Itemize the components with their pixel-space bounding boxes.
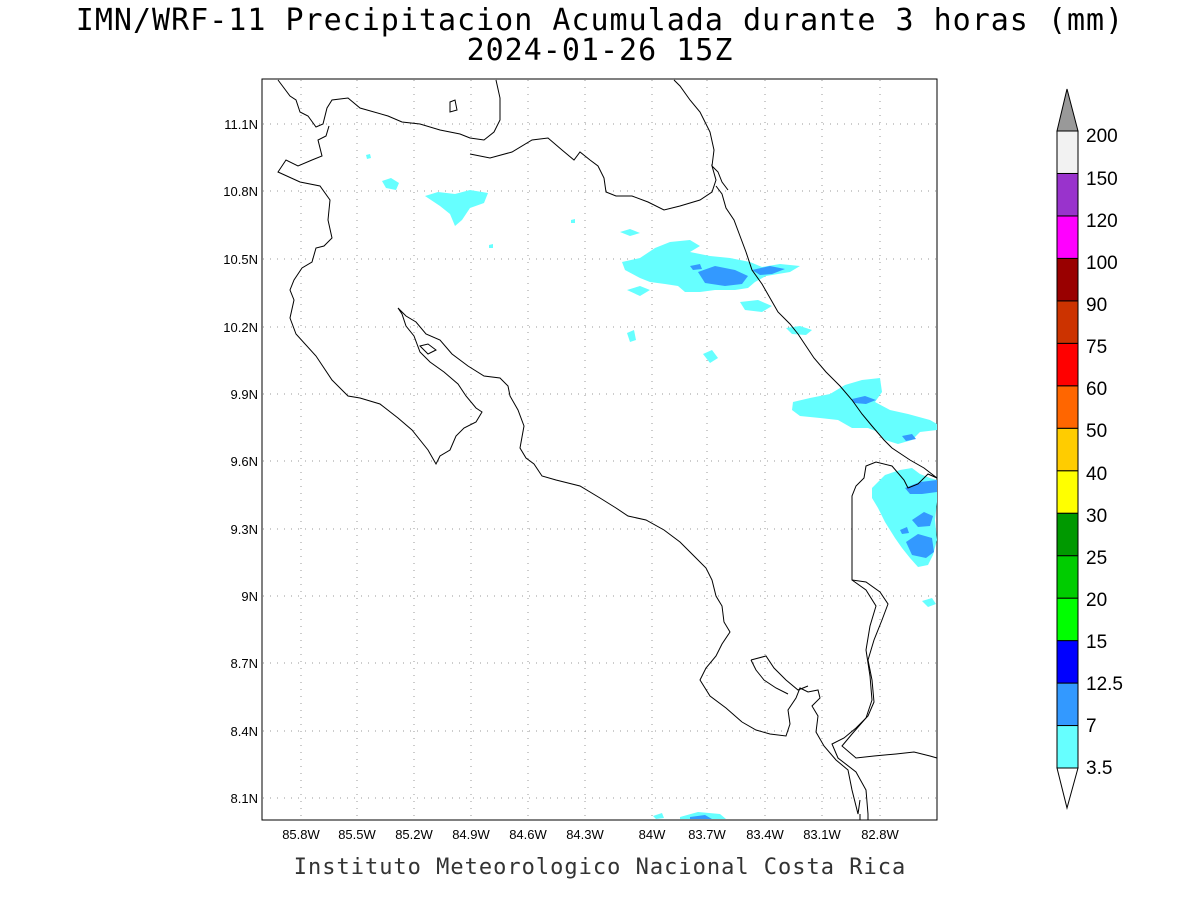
legend-label: 120 xyxy=(1086,211,1118,232)
lat-tick-label: 11.1N xyxy=(224,117,258,132)
legend-label: 3.5 xyxy=(1086,758,1112,779)
latitude-axis: 11.1N 10.8N 10.5N 10.2N 9.9N 9.6N 9.3N 9… xyxy=(223,117,258,806)
legend-swatch xyxy=(1056,257,1079,302)
legend-swatch xyxy=(1056,470,1079,514)
lon-tick-label: 85.2W xyxy=(395,827,433,842)
lat-tick-label: 9.9N xyxy=(231,387,258,402)
legend-swatch xyxy=(1056,640,1079,684)
lon-tick-label: 84W xyxy=(639,827,666,842)
lon-tick-label: 84.9W xyxy=(452,827,490,842)
legend-label: 30 xyxy=(1086,506,1107,527)
legend-swatch xyxy=(1056,172,1079,217)
precip-3.5-areas xyxy=(366,154,937,819)
map-valid-time: 2024-01-26 15Z xyxy=(466,33,734,68)
precip-7-areas xyxy=(690,264,937,819)
legend-label: 25 xyxy=(1086,548,1107,569)
lon-tick-label: 83.1W xyxy=(803,827,841,842)
precipitation-legend: 3.5 7 12.5 15 20 25 30 40 50 60 75 90 10… xyxy=(1056,88,1123,810)
lat-tick-label: 9.3N xyxy=(231,522,258,537)
legend-label: 60 xyxy=(1086,379,1107,400)
longitude-axis: 85.8W 85.5W 85.2W 84.9W 84.6W 84.3W 84W … xyxy=(282,827,899,842)
legend-swatch xyxy=(1056,555,1079,599)
lon-tick-label: 82.8W xyxy=(861,827,899,842)
legend-swatch xyxy=(1056,215,1079,259)
map-title: IMN/WRF-11 Precipitacion Acumulada duran… xyxy=(75,3,1125,38)
legend-swatch xyxy=(1056,300,1079,344)
lat-tick-label: 8.7N xyxy=(231,656,258,671)
legend-swatch xyxy=(1056,427,1079,472)
legend-high-arrow xyxy=(1056,88,1079,132)
legend-label: 150 xyxy=(1086,169,1118,190)
legend-swatch xyxy=(1056,342,1079,387)
legend-label: 7 xyxy=(1086,716,1097,737)
lat-tick-label: 8.1N xyxy=(231,791,258,806)
legend-swatch xyxy=(1056,130,1079,174)
lon-tick-label: 84.6W xyxy=(509,827,547,842)
lat-tick-label: 9N xyxy=(241,589,258,604)
lon-tick-label: 83.7W xyxy=(688,827,726,842)
legend-swatch xyxy=(1056,385,1079,429)
legend-label: 100 xyxy=(1086,253,1118,274)
precipitation-field xyxy=(366,154,937,819)
lon-tick-label: 83.4W xyxy=(746,827,784,842)
lon-tick-label: 85.5W xyxy=(338,827,376,842)
legend-swatch xyxy=(1056,597,1079,642)
legend-label: 200 xyxy=(1086,126,1118,147)
legend-low-arrow xyxy=(1056,767,1079,810)
legend-label: 40 xyxy=(1086,464,1107,485)
legend-label: 50 xyxy=(1086,421,1107,442)
legend-swatch xyxy=(1056,512,1079,557)
lat-tick-label: 9.6N xyxy=(231,454,258,469)
legend-label: 12.5 xyxy=(1086,674,1123,695)
gridlines xyxy=(263,80,936,819)
legend-swatch xyxy=(1056,682,1079,727)
legend-label: 75 xyxy=(1086,337,1107,358)
lon-tick-label: 85.8W xyxy=(282,827,320,842)
legend-label: 90 xyxy=(1086,295,1107,316)
legend-label: 15 xyxy=(1086,632,1107,653)
coastlines-and-borders xyxy=(277,79,938,820)
legend-label: 20 xyxy=(1086,590,1107,611)
lat-tick-label: 10.2N xyxy=(223,320,258,335)
lon-tick-label: 84.3W xyxy=(566,827,604,842)
lat-tick-label: 10.5N xyxy=(223,252,258,267)
footer-credit: Instituto Meteorologico Nacional Costa R… xyxy=(293,855,907,880)
map-frame xyxy=(261,78,938,821)
lat-tick-label: 10.8N xyxy=(223,184,258,199)
lat-tick-label: 8.4N xyxy=(231,724,258,739)
legend-swatch xyxy=(1056,725,1079,769)
